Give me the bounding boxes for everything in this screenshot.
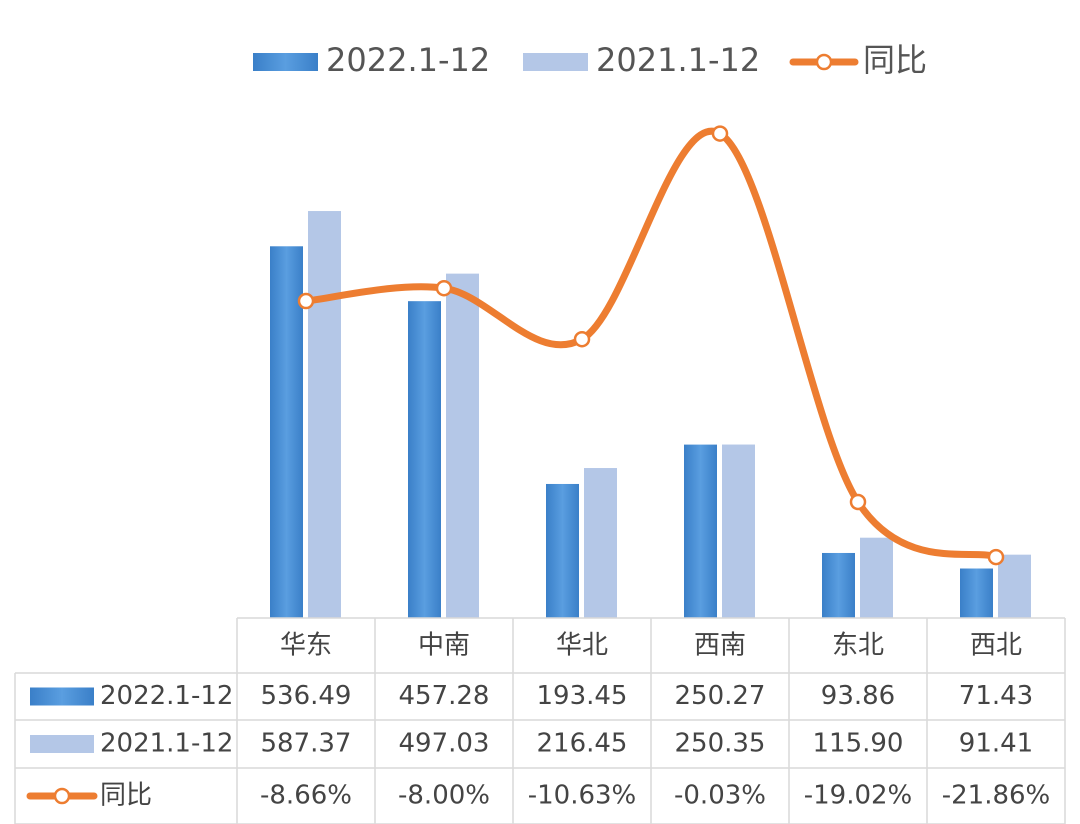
legend-label: 2022.1-12 [326, 41, 490, 79]
line-marker [435, 279, 453, 297]
table-cell: 250.35 [675, 729, 766, 759]
x-tick-label: 东北 [832, 631, 884, 661]
table-cell: -10.63% [528, 781, 637, 811]
bar [308, 211, 341, 618]
legend-swatch [523, 53, 588, 71]
table-cell: 250.27 [675, 681, 766, 711]
line-marker [297, 292, 315, 310]
x-tick-label: 西北 [970, 631, 1022, 661]
table-row-label: 同比 [100, 781, 152, 811]
table-row-label: 2021.1-12 [100, 729, 233, 759]
bar [584, 468, 617, 618]
bar [860, 537, 893, 618]
x-tick-label: 华北 [556, 631, 608, 661]
table-cell: 91.41 [959, 729, 1033, 759]
table-cell: -8.00% [398, 781, 490, 811]
bar [446, 273, 479, 618]
x-tick-label: 华东 [280, 631, 332, 661]
bar [960, 568, 993, 618]
x-tick-label: 中南 [418, 631, 470, 661]
table-cell: -21.86% [942, 781, 1051, 811]
line-marker [849, 493, 867, 511]
table-cell: 587.37 [261, 729, 352, 759]
bar [270, 246, 303, 619]
line-marker [987, 548, 1005, 566]
table-row-label: 2022.1-12 [100, 681, 233, 711]
legend-swatch [30, 687, 94, 706]
x-tick-label: 西南 [694, 631, 746, 661]
table-cell: 71.43 [959, 681, 1033, 711]
table-cell: 536.49 [261, 681, 352, 711]
table-cell: 216.45 [537, 729, 628, 759]
legend-swatch [253, 53, 318, 71]
table-cell: 193.45 [537, 681, 628, 711]
table-cell: 93.86 [821, 681, 895, 711]
legend-label: 2021.1-12 [596, 41, 760, 79]
bar [722, 444, 755, 618]
legend-marker [815, 53, 833, 71]
bar [546, 483, 579, 618]
table-cell: 497.03 [399, 729, 490, 759]
table-cell: -19.02% [804, 781, 913, 811]
bar [684, 444, 717, 618]
table-cell: -8.66% [260, 781, 352, 811]
bar [998, 554, 1031, 618]
table-cell: -0.03% [674, 781, 766, 811]
table-cell: 115.90 [813, 729, 904, 759]
legend-marker [53, 787, 71, 805]
line-marker [711, 125, 729, 142]
line-marker [573, 330, 591, 348]
legend-swatch [30, 735, 94, 753]
legend-label: 同比 [863, 41, 927, 79]
bar [408, 301, 441, 618]
bar [822, 552, 855, 618]
table-cell: 457.28 [399, 681, 490, 711]
